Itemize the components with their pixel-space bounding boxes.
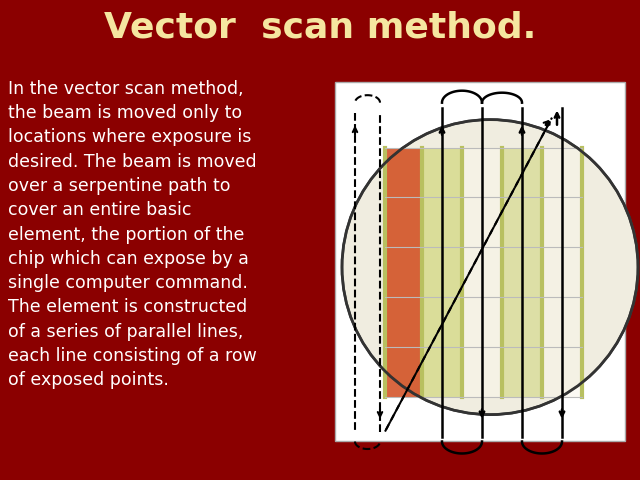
Bar <box>462 247 502 297</box>
Circle shape <box>342 120 638 415</box>
Bar <box>502 297 542 347</box>
Bar <box>422 197 462 247</box>
Bar <box>462 147 502 197</box>
Bar <box>502 197 542 247</box>
Bar <box>385 147 422 197</box>
Bar <box>542 197 582 247</box>
Bar <box>462 347 502 396</box>
Text: Vector  scan method.: Vector scan method. <box>104 11 536 45</box>
Bar <box>385 197 422 247</box>
Bar <box>502 247 542 297</box>
Bar <box>422 147 462 197</box>
Bar <box>422 247 462 297</box>
Bar <box>462 197 502 247</box>
Bar <box>542 247 582 297</box>
Bar <box>385 247 422 297</box>
Bar <box>502 347 542 396</box>
Bar <box>542 147 582 197</box>
Bar <box>335 82 625 441</box>
Bar <box>542 297 582 347</box>
Bar <box>462 297 502 347</box>
Bar <box>542 347 582 396</box>
Bar <box>422 347 462 396</box>
Bar <box>385 347 422 396</box>
Text: In the vector scan method,
the beam is moved only to
locations where exposure is: In the vector scan method, the beam is m… <box>8 80 257 389</box>
Bar <box>385 297 422 347</box>
Bar <box>502 147 542 197</box>
Bar <box>422 297 462 347</box>
